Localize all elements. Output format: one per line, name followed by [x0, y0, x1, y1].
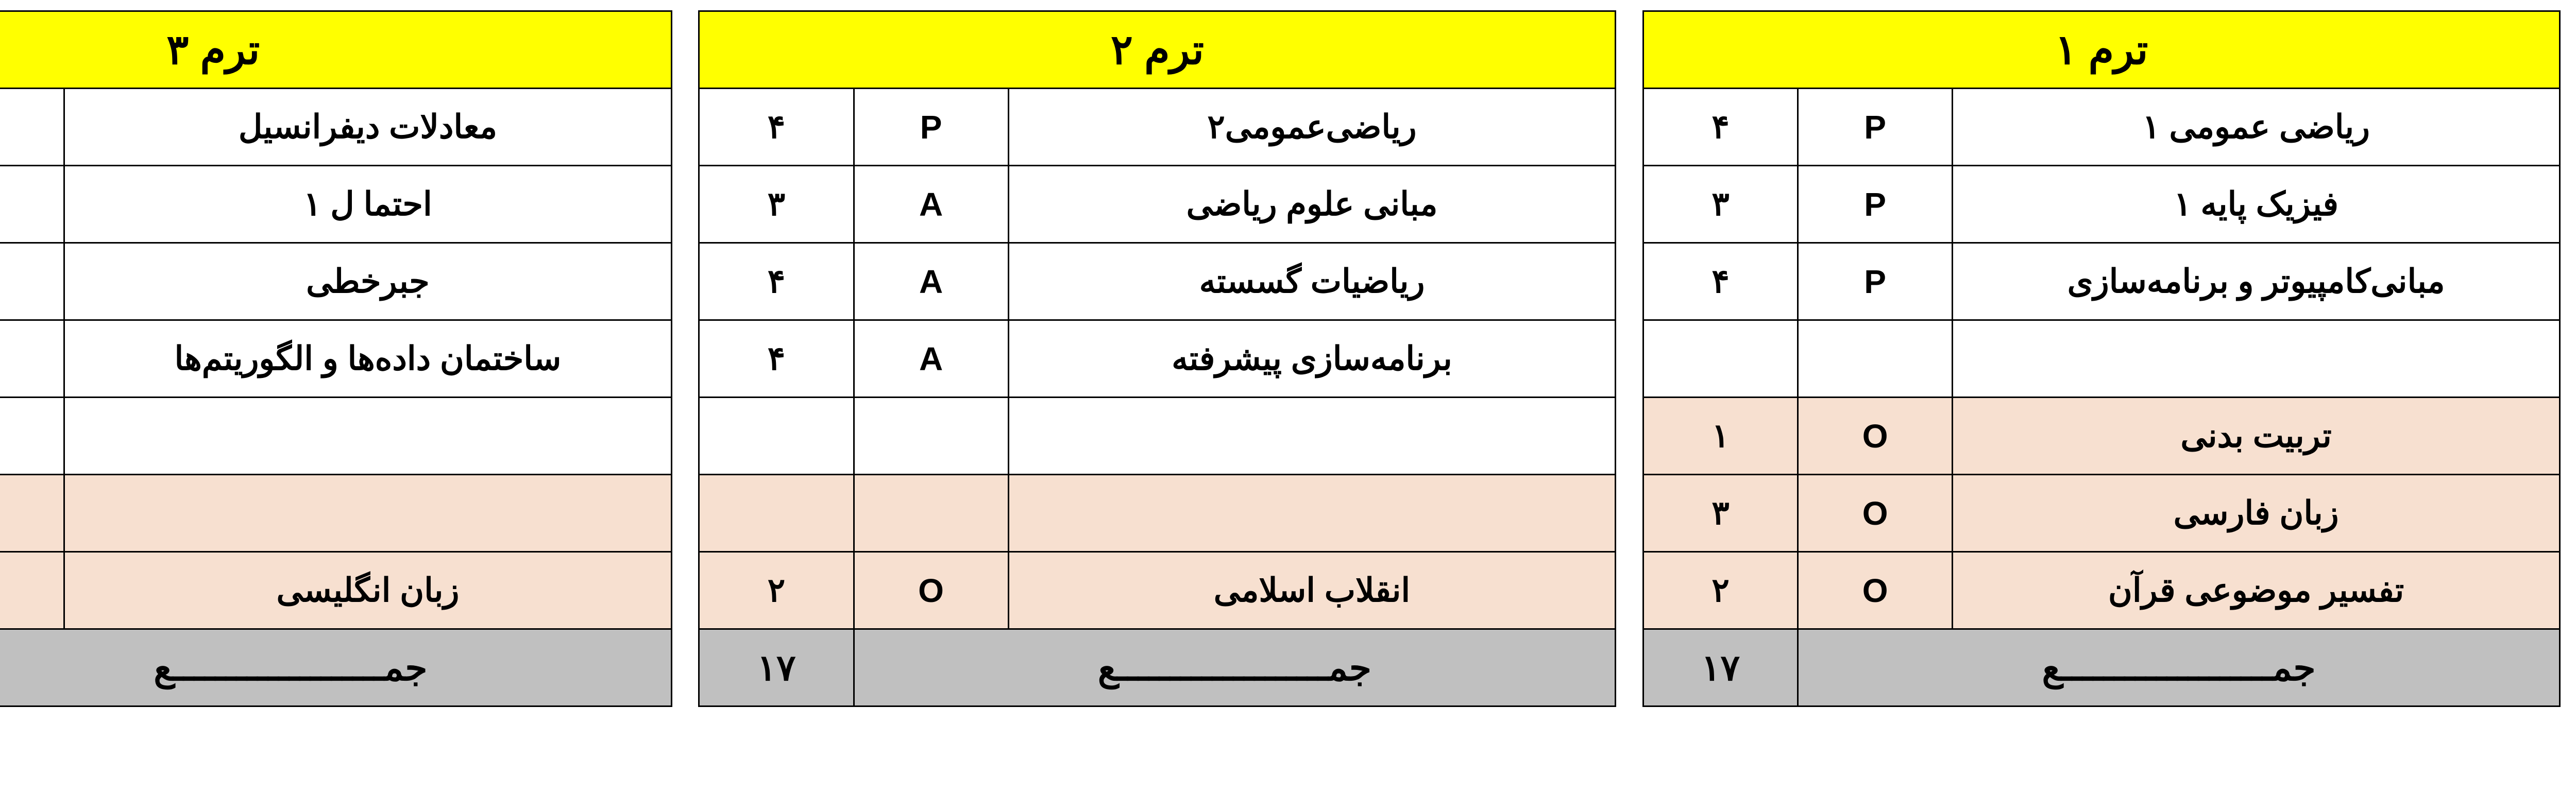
course-type: A — [0, 243, 64, 320]
col-gap — [671, 398, 699, 475]
course-units: ۳ — [1643, 475, 1798, 552]
curriculum-table: ترم ۱ ترم ۲ ترم ۳ ترم ۴ ریاضی عمومی ۱P۴ر… — [0, 10, 2561, 707]
course-name: جبرخطی — [64, 243, 672, 320]
col-gap — [671, 475, 699, 552]
course-type: A — [0, 166, 64, 243]
course-name: ساختمان داده‌ها و الگوریتم‌ها — [64, 320, 672, 398]
course-name: ریاضی عمومی ۱ — [1953, 89, 2560, 166]
course-type: P — [854, 89, 1008, 166]
course-units: ۱ — [1643, 398, 1798, 475]
course-type — [854, 398, 1008, 475]
col-gap — [671, 243, 699, 320]
col-gap — [1616, 398, 1643, 475]
col-gap — [1616, 89, 1643, 166]
col-gap — [1616, 166, 1643, 243]
course-row: تربیت بدنیO۱ — [0, 398, 2560, 475]
course-units: ۴ — [699, 320, 854, 398]
course-name — [1008, 398, 1616, 475]
course-type — [0, 398, 64, 475]
course-type: P — [1798, 89, 1953, 166]
course-units — [699, 475, 854, 552]
course-name: انقلاب اسلامی — [1008, 552, 1616, 629]
course-type: A — [854, 320, 1008, 398]
sum-label: جمــــــــــــــــــــع — [854, 629, 1616, 706]
course-units — [1643, 320, 1798, 398]
course-name: ریاضی‌عمومی۲ — [1008, 89, 1616, 166]
course-type: P — [1798, 243, 1953, 320]
col-gap — [1616, 320, 1643, 398]
course-type: P — [0, 89, 64, 166]
course-units: ۳ — [1643, 166, 1798, 243]
course-name: مبانی‌کامپیوتر و برنامه‌سازی — [1953, 243, 2560, 320]
course-units — [699, 398, 854, 475]
sum-label: جمــــــــــــــــــــع — [0, 629, 671, 706]
course-units: ۴ — [1643, 89, 1798, 166]
col-gap — [671, 11, 699, 89]
course-type: O — [1798, 398, 1953, 475]
col-gap — [671, 629, 699, 706]
course-type: P — [1798, 166, 1953, 243]
sum-total: ۱۷ — [699, 629, 854, 706]
course-row: تفسیر موضوعی قرآنO۲انقلاب اسلامیO۲زبان ا… — [0, 552, 2560, 629]
course-type — [0, 475, 64, 552]
term-header: ترم ۳ — [0, 11, 671, 89]
course-units: ۴ — [699, 243, 854, 320]
course-row: ریاضی عمومی ۱P۴ریاضی‌عمومی۲P۴معادلات دیف… — [0, 89, 2560, 166]
course-units: ۲ — [699, 552, 854, 629]
course-name: برنامه‌سازی پیشرفته — [1008, 320, 1616, 398]
col-gap — [1616, 475, 1643, 552]
course-name — [1953, 320, 2560, 398]
course-name: مبانی علوم ریاضی — [1008, 166, 1616, 243]
course-type — [854, 475, 1008, 552]
col-gap — [671, 552, 699, 629]
course-name: معادلات دیفرانسیل — [64, 89, 672, 166]
course-name: تفسیر موضوعی قرآن — [1953, 552, 2560, 629]
course-name: فیزیک پایه ۱ — [1953, 166, 2560, 243]
term-header: ترم ۲ — [699, 11, 1616, 89]
course-row: زبان فارسیO۳اندیشه اسلامی۱O۲ — [0, 475, 2560, 552]
course-row: برنامه‌سازی پیشرفتهA۴ساختمان داده‌ها و ا… — [0, 320, 2560, 398]
course-row: فیزیک پایه ۱P۳مبانی علوم ریاضیA۳احتما ل … — [0, 166, 2560, 243]
header-row: ترم ۱ ترم ۲ ترم ۳ ترم ۴ — [0, 11, 2560, 89]
col-gap — [1616, 11, 1643, 89]
course-name: احتما ل ۱ — [64, 166, 672, 243]
course-type — [1798, 320, 1953, 398]
course-name — [64, 475, 672, 552]
term-header: ترم ۱ — [1643, 11, 2560, 89]
col-gap — [671, 320, 699, 398]
course-type: A — [0, 320, 64, 398]
course-type: O — [854, 552, 1008, 629]
course-units: ۲ — [1643, 552, 1798, 629]
course-type: A — [854, 166, 1008, 243]
course-type: O — [1798, 475, 1953, 552]
course-units: ۳ — [699, 166, 854, 243]
col-gap — [1616, 243, 1643, 320]
course-name — [64, 398, 672, 475]
sum-row: جمــــــــــــــــــــع ۱۷ جمـــــــــــ… — [0, 629, 2560, 706]
sum-total: ۱۷ — [1643, 629, 1798, 706]
course-name: ریاضیات گسسته — [1008, 243, 1616, 320]
course-name — [1008, 475, 1616, 552]
course-units: ۴ — [1643, 243, 1798, 320]
course-name: زبان انگلیسی — [64, 552, 672, 629]
course-name: زبان فارسی — [1953, 475, 2560, 552]
col-gap — [671, 89, 699, 166]
col-gap — [671, 166, 699, 243]
course-name: تربیت بدنی — [1953, 398, 2560, 475]
course-type: O — [0, 552, 64, 629]
course-row: مبانی‌کامپیوتر و برنامه‌سازیP۴ریاضیات گس… — [0, 243, 2560, 320]
col-gap — [1616, 552, 1643, 629]
sum-label: جمــــــــــــــــــــع — [1798, 629, 2560, 706]
course-type: O — [1798, 552, 1953, 629]
course-type: A — [854, 243, 1008, 320]
course-units: ۴ — [699, 89, 854, 166]
col-gap — [1616, 629, 1643, 706]
